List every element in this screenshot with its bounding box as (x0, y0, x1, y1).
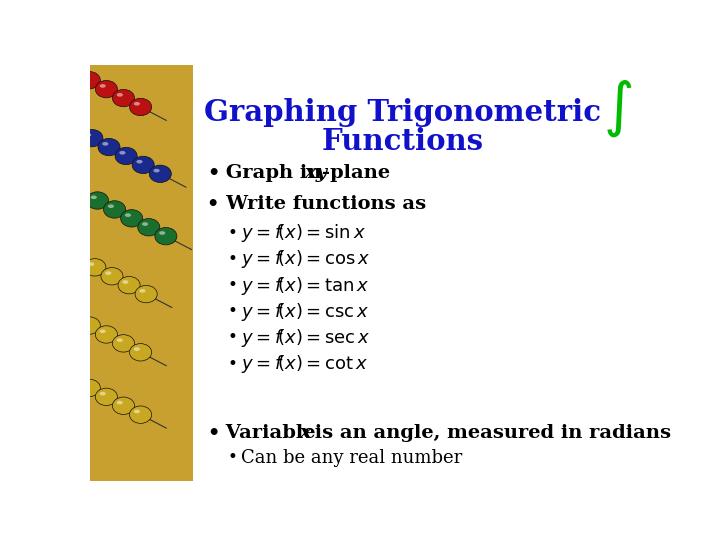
Ellipse shape (84, 259, 106, 276)
Ellipse shape (95, 80, 117, 98)
Text: $y = f\!\left(x\right) = \mathrm{cot}\, x$: $y = f\!\left(x\right) = \mathrm{cot}\, … (240, 353, 368, 375)
Ellipse shape (136, 160, 143, 164)
Ellipse shape (99, 329, 106, 333)
Text: $y = f\!\left(x\right) = \mathrm{sec}\, x$: $y = f\!\left(x\right) = \mathrm{sec}\, … (240, 327, 370, 349)
Text: Graph in: Graph in (220, 164, 328, 182)
Ellipse shape (117, 401, 123, 404)
Ellipse shape (83, 383, 89, 387)
Text: •: • (228, 329, 238, 347)
Ellipse shape (121, 210, 143, 227)
Text: •: • (228, 277, 238, 294)
Text: •: • (207, 424, 220, 442)
Ellipse shape (86, 192, 109, 209)
Ellipse shape (149, 165, 171, 183)
Text: $y = f\!\left(x\right) = \mathrm{csc}\, x$: $y = f\!\left(x\right) = \mathrm{csc}\, … (240, 301, 369, 323)
Ellipse shape (99, 84, 106, 88)
Ellipse shape (130, 406, 152, 423)
Text: •: • (228, 449, 238, 466)
Ellipse shape (153, 169, 160, 172)
Text: Can be any real number: Can be any real number (240, 449, 462, 467)
Ellipse shape (83, 75, 89, 79)
Ellipse shape (155, 227, 177, 245)
Text: Functions: Functions (321, 127, 484, 156)
Ellipse shape (117, 93, 123, 97)
Ellipse shape (117, 339, 123, 342)
Ellipse shape (78, 71, 100, 89)
Text: -plane: -plane (322, 164, 390, 182)
Ellipse shape (99, 392, 106, 395)
Ellipse shape (120, 151, 125, 154)
Ellipse shape (104, 201, 125, 218)
Ellipse shape (142, 222, 148, 226)
Ellipse shape (134, 102, 140, 106)
Ellipse shape (112, 90, 135, 107)
Ellipse shape (95, 326, 117, 343)
Ellipse shape (78, 379, 100, 396)
Ellipse shape (125, 213, 131, 217)
Ellipse shape (130, 98, 152, 116)
Ellipse shape (140, 289, 145, 293)
Text: • Write functions as: • Write functions as (207, 195, 426, 213)
Ellipse shape (108, 205, 114, 208)
Ellipse shape (88, 262, 94, 266)
Ellipse shape (101, 267, 123, 285)
Ellipse shape (118, 276, 140, 294)
Ellipse shape (134, 410, 140, 413)
Text: $y = f\!\left(x\right) = \mathrm{cos}\, x$: $y = f\!\left(x\right) = \mathrm{cos}\, … (240, 248, 370, 271)
Ellipse shape (83, 321, 89, 324)
Ellipse shape (112, 397, 135, 414)
Text: $y = f\!\left(x\right) = \mathrm{sin}\, x$: $y = f\!\left(x\right) = \mathrm{sin}\, … (240, 222, 366, 244)
Ellipse shape (138, 219, 160, 236)
Text: •: • (207, 164, 220, 182)
Ellipse shape (98, 138, 120, 156)
Ellipse shape (85, 133, 91, 137)
Text: •: • (228, 251, 238, 268)
Ellipse shape (130, 343, 152, 361)
Ellipse shape (91, 195, 97, 199)
Ellipse shape (134, 347, 140, 351)
Ellipse shape (105, 271, 112, 275)
Text: •: • (228, 303, 238, 320)
Text: xy: xy (304, 164, 327, 182)
Ellipse shape (112, 335, 135, 352)
Text: $\int$: $\int$ (603, 78, 632, 139)
Text: Graphing Trigonometric: Graphing Trigonometric (204, 98, 601, 127)
Text: x: x (300, 424, 311, 442)
Ellipse shape (122, 280, 128, 284)
Ellipse shape (135, 286, 157, 303)
Ellipse shape (159, 231, 166, 235)
Text: $y = f\!\left(x\right) = \mathrm{tan}\, x$: $y = f\!\left(x\right) = \mathrm{tan}\, … (240, 274, 369, 296)
Bar (90, 65, 193, 481)
Ellipse shape (102, 142, 109, 146)
Text: •: • (228, 356, 238, 373)
Ellipse shape (115, 147, 137, 165)
Text: •: • (228, 225, 238, 242)
Text: Variable: Variable (220, 424, 323, 442)
Ellipse shape (132, 156, 154, 173)
Text: is an angle, measured in radians: is an angle, measured in radians (308, 424, 672, 442)
Ellipse shape (81, 130, 103, 147)
Ellipse shape (95, 388, 117, 406)
Ellipse shape (78, 317, 100, 334)
